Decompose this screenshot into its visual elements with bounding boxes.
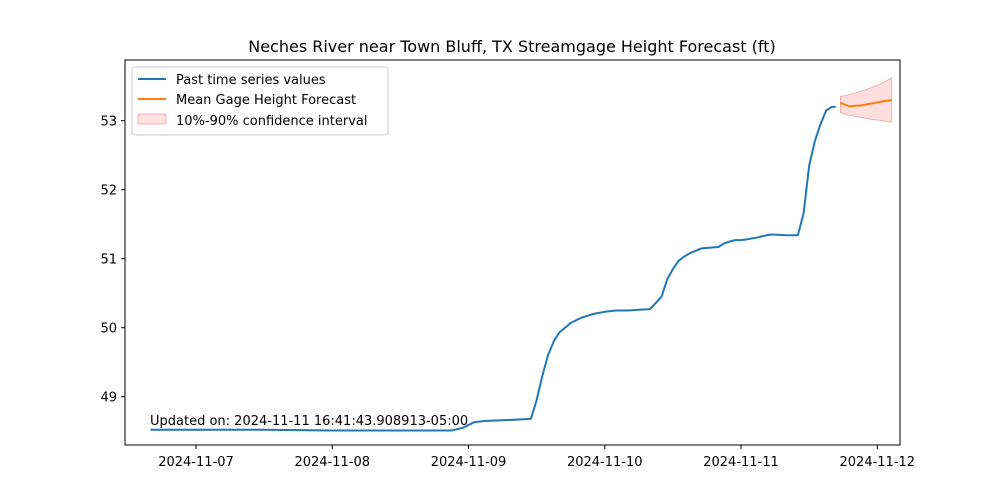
y-tick-label: 51: [100, 253, 117, 268]
x-tick-label: 2024-11-08: [294, 455, 370, 470]
legend-label-band: 10%-90% confidence interval: [176, 114, 367, 129]
legend-label-past: Past time series values: [176, 73, 326, 88]
confidence-band: [840, 77, 892, 123]
legend-frame: [131, 66, 389, 136]
chart-title: Neches River near Town Bluff, TX Streamg…: [248, 37, 776, 56]
legend-label-forecast: Mean Gage Height Forecast: [176, 93, 356, 108]
x-tick-label: 2024-11-10: [567, 455, 643, 470]
x-tick-label: 2024-11-07: [158, 455, 234, 470]
updated-annotation: Updated on: 2024-11-11 16:41:43.908913-0…: [150, 414, 468, 429]
legend-swatch-band: [137, 113, 167, 125]
x-tick-label: 2024-11-09: [431, 455, 507, 470]
y-tick-label: 53: [100, 115, 117, 130]
y-tick-label: 52: [100, 184, 117, 199]
plot-area: [150, 77, 892, 432]
x-tick-label: 2024-11-12: [840, 455, 916, 470]
y-tick-label: 49: [100, 391, 117, 406]
x-tick-label: 2024-11-11: [703, 455, 779, 470]
legend: Past time series values Mean Gage Height…: [131, 66, 389, 136]
axes: 2024-11-07 2024-11-08 2024-11-09 2024-11-10…: [100, 59, 916, 470]
y-tick-label: 50: [100, 322, 117, 337]
past-series-line: [150, 105, 836, 432]
forecast-mean-line: [840, 99, 892, 108]
axes-frame: [124, 59, 901, 446]
